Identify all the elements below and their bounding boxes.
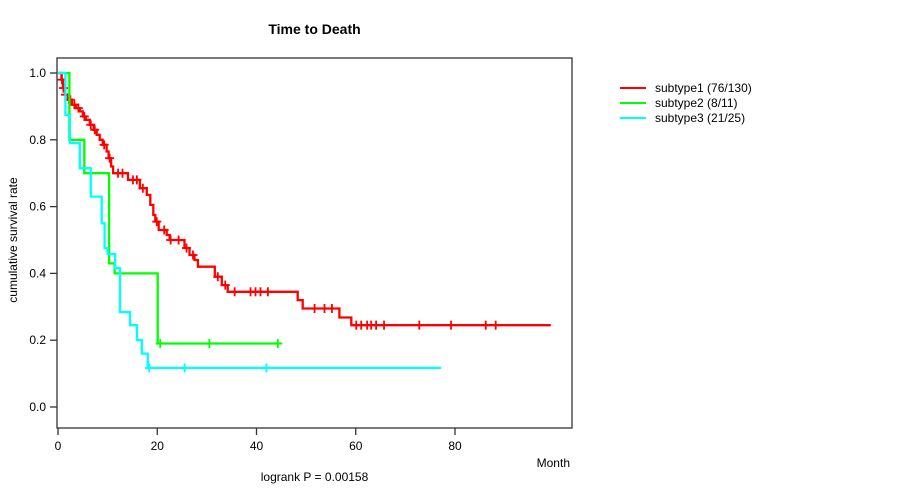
legend-item-2: subtype2 (8/11) (620, 95, 752, 110)
plot-box (56, 57, 573, 429)
x-tick-label: 20 (151, 439, 165, 453)
y-tick-label: 0.4 (29, 266, 46, 280)
legend-label: subtype1 (76/130) (655, 80, 752, 95)
legend-line-swatch (620, 101, 646, 104)
legend-item-1: subtype1 (76/130) (620, 80, 752, 95)
x-tick-label: 80 (448, 439, 462, 453)
survival-curve-3 (58, 71, 442, 370)
y-tick-label: 0.8 (29, 133, 46, 147)
legend-line-swatch (620, 86, 646, 89)
legend-label: subtype2 (8/11) (655, 95, 738, 110)
legend-label: subtype3 (21/25) (655, 110, 746, 125)
y-tick-label: 0.6 (29, 200, 46, 214)
legend: subtype1 (76/130) subtype2 (8/11) subtype3… (620, 80, 752, 125)
legend-line-swatch (620, 116, 646, 119)
x-tick-label: 60 (349, 439, 363, 453)
chart-title: Time to Death (268, 21, 361, 37)
y-tick-label: 1.0 (29, 66, 46, 80)
y-tick-label: 0.2 (29, 333, 46, 347)
y-tick-label: 0.0 (29, 400, 46, 414)
x-tick-label: 0 (55, 439, 62, 453)
logrank-caption: logrank P = 0.00158 (260, 470, 369, 484)
x-tick-label: 40 (250, 439, 264, 453)
x-axis-title: Month (536, 456, 570, 470)
legend-item-3: subtype3 (21/25) (620, 110, 752, 125)
survival-curve-2 (58, 71, 282, 345)
survival-curve-1 (58, 71, 551, 327)
